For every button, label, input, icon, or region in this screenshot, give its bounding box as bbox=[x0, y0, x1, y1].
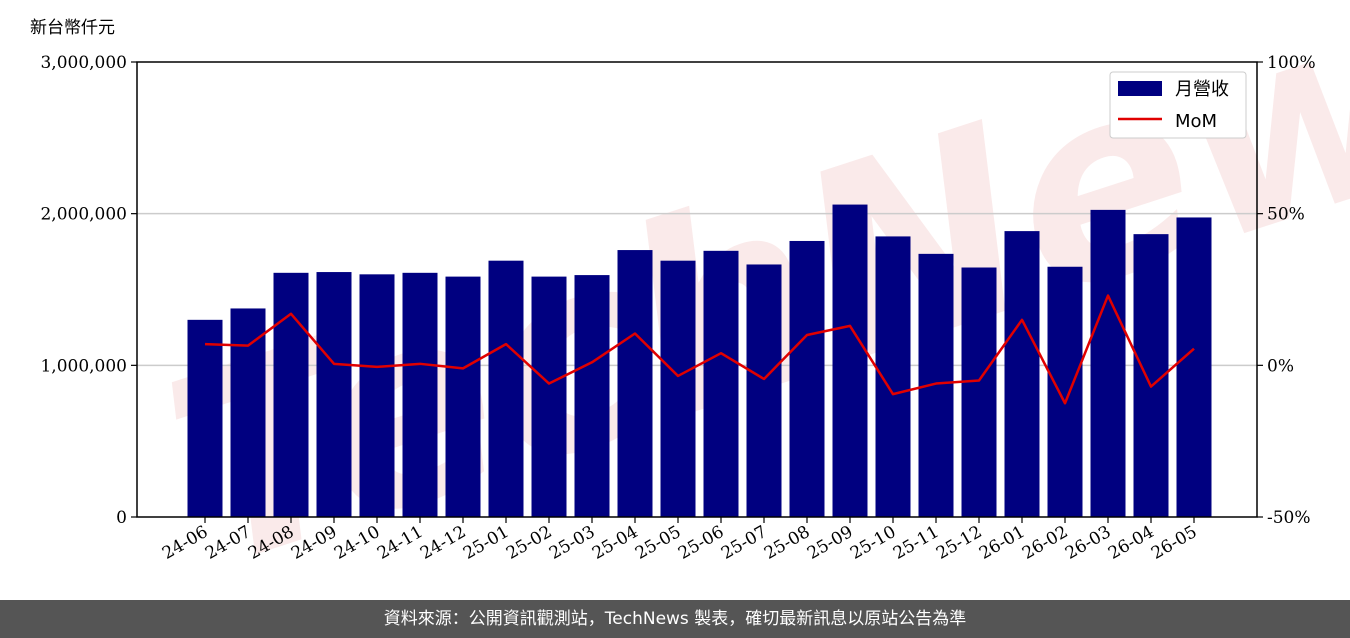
x-tick-label: 26-01 bbox=[976, 522, 1028, 564]
footer-source-note: 資料來源：公開資訊觀測站，TechNews 製表，確切最新訊息以原站公告為準 bbox=[0, 600, 1350, 638]
bar-26-01 bbox=[1004, 231, 1040, 517]
x-tick-label: 25-11 bbox=[890, 522, 942, 564]
y-left-unit-label: 新台幣仟元 bbox=[30, 18, 115, 38]
bar-24-06 bbox=[187, 319, 223, 517]
y-right-axis: -50% 0% 50% 100% bbox=[1257, 53, 1316, 528]
x-tick-label: 26-05 bbox=[1148, 522, 1200, 564]
mom-line bbox=[204, 294, 1195, 405]
bar-25-01 bbox=[488, 260, 524, 517]
x-tick-label: 25-03 bbox=[546, 522, 598, 564]
bar-25-03 bbox=[574, 275, 610, 517]
bar-25-06 bbox=[703, 250, 739, 517]
mom-series-line bbox=[204, 294, 1195, 405]
y-right-tick-label: 0% bbox=[1267, 356, 1294, 376]
bar-25-02 bbox=[531, 276, 567, 517]
bar-26-02 bbox=[1047, 266, 1083, 517]
y-right-tick-label: -50% bbox=[1267, 508, 1311, 528]
x-tick-label: 25-07 bbox=[718, 522, 770, 564]
bar-24-07 bbox=[230, 308, 266, 517]
bar-24-11 bbox=[402, 272, 438, 517]
x-tick-label: 25-12 bbox=[933, 522, 985, 564]
bar-24-09 bbox=[316, 272, 352, 517]
x-tick-label: 25-05 bbox=[632, 522, 684, 564]
x-tick-label: 26-03 bbox=[1062, 522, 1114, 564]
bar-25-09 bbox=[832, 204, 868, 518]
legend-label-mom: MoM bbox=[1175, 111, 1217, 132]
bar-24-08 bbox=[273, 272, 309, 517]
bar-25-08 bbox=[789, 240, 825, 517]
bar-25-12 bbox=[961, 267, 997, 517]
revenue-bars bbox=[187, 204, 1212, 518]
x-tick-label: 25-10 bbox=[847, 522, 899, 564]
legend-swatch-bar bbox=[1118, 81, 1162, 96]
y-left-axis: 0 1,000,000 2,000,000 3,000,000 bbox=[40, 53, 137, 528]
x-tick-label: 25-04 bbox=[589, 522, 641, 564]
y-left-tick-label: 3,000,000 bbox=[40, 53, 127, 73]
bar-24-10 bbox=[359, 274, 395, 517]
legend-label-revenue: 月營收 bbox=[1175, 79, 1229, 100]
plot-frame bbox=[136, 61, 1258, 518]
bar-25-05 bbox=[660, 260, 696, 517]
x-tick-label: 25-08 bbox=[761, 522, 813, 564]
legend: 月營收 MoM bbox=[1109, 71, 1247, 139]
x-tick-label: 26-02 bbox=[1019, 522, 1071, 564]
y-left-tick-label: 2,000,000 bbox=[40, 205, 127, 225]
y-right-tick-label: 100% bbox=[1267, 53, 1316, 73]
bar-26-03 bbox=[1090, 209, 1126, 517]
y-right-tick-label: 50% bbox=[1267, 205, 1305, 225]
y-left-tick-label: 0 bbox=[116, 508, 127, 528]
bar-25-07 bbox=[746, 264, 782, 517]
bar-26-05 bbox=[1176, 217, 1212, 518]
y-left-tick-label: 1,000,000 bbox=[40, 356, 127, 376]
x-tick-label: 26-04 bbox=[1105, 522, 1157, 564]
bar-25-04 bbox=[617, 250, 653, 518]
x-tick-label: 25-06 bbox=[675, 522, 727, 564]
x-tick-label: 24-06 bbox=[159, 522, 211, 564]
bar-24-12 bbox=[445, 276, 481, 517]
chart: TechNews 新台幣仟元 01,000,0002,000,0003,000,… bbox=[30, 0, 1350, 600]
x-tick-label: 25-09 bbox=[804, 522, 856, 564]
